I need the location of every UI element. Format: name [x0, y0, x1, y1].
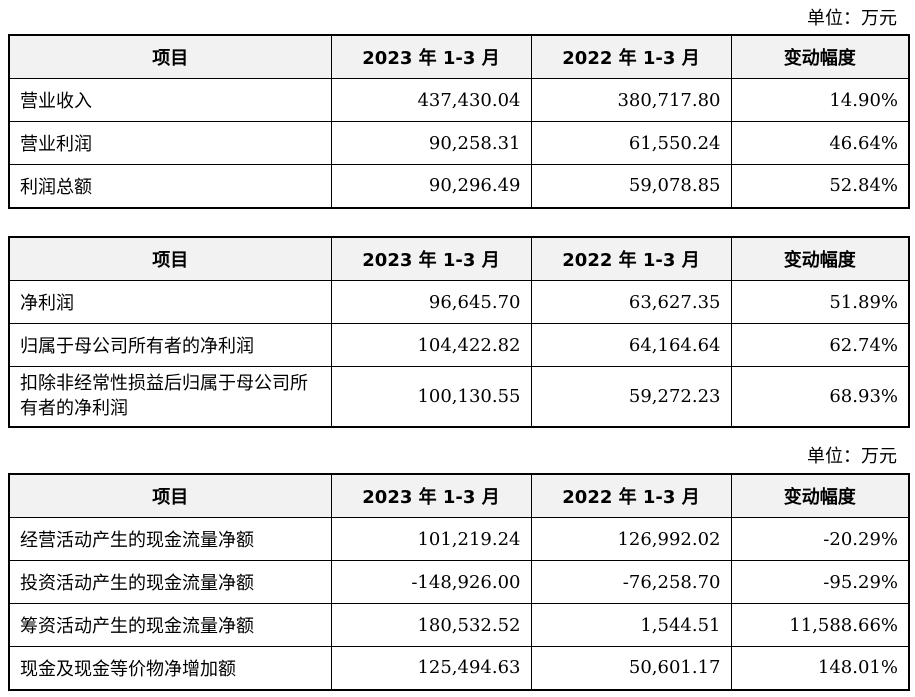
table-row: 营业利润 90,258.31 61,550.24 46.64% — [8, 121, 910, 165]
header-2023: 2023 年 1-3 月 — [330, 34, 532, 79]
value-2023: 90,296.49 — [330, 164, 532, 208]
value-2022: 380,717.80 — [530, 78, 732, 122]
row-label: 归属于母公司所有者的净利润 — [8, 323, 332, 367]
header-2022: 2022 年 1-3 月 — [530, 473, 732, 518]
profit-table: 项目 2023 年 1-3 月 2022 年 1-3 月 变动幅度 净利润 96… — [8, 236, 910, 428]
change-value: 148.01% — [730, 646, 910, 690]
income-table: 项目 2023 年 1-3 月 2022 年 1-3 月 变动幅度 营业收入 4… — [8, 34, 910, 209]
value-2023: 437,430.04 — [330, 78, 532, 122]
row-label: 利润总额 — [8, 164, 332, 208]
row-label: 净利润 — [8, 280, 332, 324]
value-2022: -76,258.70 — [530, 560, 732, 604]
table-row: 扣除非经常性损益后归属于母公司所有者的净利润 100,130.55 59,272… — [8, 366, 910, 427]
row-label: 经营活动产生的现金流量净额 — [8, 517, 332, 561]
header-change: 变动幅度 — [730, 34, 910, 79]
value-2023: 96,645.70 — [330, 280, 532, 324]
cashflow-table: 项目 2023 年 1-3 月 2022 年 1-3 月 变动幅度 经营活动产生… — [8, 473, 910, 691]
change-value: -20.29% — [730, 517, 910, 561]
header-2022: 2022 年 1-3 月 — [530, 236, 732, 281]
header-item: 项目 — [8, 34, 332, 79]
value-2022: 59,272.23 — [530, 366, 732, 427]
unit-label: 单位：万元 — [807, 446, 897, 467]
row-label: 营业收入 — [8, 78, 332, 122]
header-item: 项目 — [8, 236, 332, 281]
table-row: 现金及现金等价物净增加额 125,494.63 50,601.17 148.01… — [8, 646, 910, 690]
change-value: 51.89% — [730, 280, 910, 324]
change-value: 68.93% — [730, 366, 910, 427]
row-label: 营业利润 — [8, 121, 332, 165]
value-2022: 61,550.24 — [530, 121, 732, 165]
unit-label: 单位：万元 — [807, 8, 897, 29]
table-row: 筹资活动产生的现金流量净额 180,532.52 1,544.51 11,588… — [8, 603, 910, 647]
header-row: 项目 2023 年 1-3 月 2022 年 1-3 月 变动幅度 — [8, 34, 910, 79]
value-2022: 126,992.02 — [530, 517, 732, 561]
change-value: 46.64% — [730, 121, 910, 165]
value-2023: 101,219.24 — [330, 517, 532, 561]
value-2023: 104,422.82 — [330, 323, 532, 367]
table-row: 营业收入 437,430.04 380,717.80 14.90% — [8, 78, 910, 122]
table-row: 经营活动产生的现金流量净额 101,219.24 126,992.02 -20.… — [8, 517, 910, 561]
header-change: 变动幅度 — [730, 473, 910, 518]
header-2022: 2022 年 1-3 月 — [530, 34, 732, 79]
value-2023: -148,926.00 — [330, 560, 532, 604]
header-row: 项目 2023 年 1-3 月 2022 年 1-3 月 变动幅度 — [8, 473, 910, 518]
value-2022: 50,601.17 — [530, 646, 732, 690]
header-2023: 2023 年 1-3 月 — [330, 236, 532, 281]
value-2022: 1,544.51 — [530, 603, 732, 647]
header-change: 变动幅度 — [730, 236, 910, 281]
change-value: -95.29% — [730, 560, 910, 604]
table-row: 净利润 96,645.70 63,627.35 51.89% — [8, 280, 910, 324]
header-2023: 2023 年 1-3 月 — [330, 473, 532, 518]
change-value: 14.90% — [730, 78, 910, 122]
change-value: 62.74% — [730, 323, 910, 367]
change-value: 11,588.66% — [730, 603, 910, 647]
table-row: 归属于母公司所有者的净利润 104,422.82 64,164.64 62.74… — [8, 323, 910, 367]
value-2022: 63,627.35 — [530, 280, 732, 324]
change-value: 52.84% — [730, 164, 910, 208]
row-label: 扣除非经常性损益后归属于母公司所有者的净利润 — [8, 366, 332, 427]
value-2023: 125,494.63 — [330, 646, 532, 690]
table-row: 投资活动产生的现金流量净额 -148,926.00 -76,258.70 -95… — [8, 560, 910, 604]
row-label: 筹资活动产生的现金流量净额 — [8, 603, 332, 647]
value-2023: 100,130.55 — [330, 366, 532, 427]
header-item: 项目 — [8, 473, 332, 518]
value-2023: 90,258.31 — [330, 121, 532, 165]
value-2023: 180,532.52 — [330, 603, 532, 647]
row-label: 投资活动产生的现金流量净额 — [8, 560, 332, 604]
value-2022: 59,078.85 — [530, 164, 732, 208]
table-row: 利润总额 90,296.49 59,078.85 52.84% — [8, 164, 910, 208]
value-2022: 64,164.64 — [530, 323, 732, 367]
row-label: 现金及现金等价物净增加额 — [8, 646, 332, 690]
header-row: 项目 2023 年 1-3 月 2022 年 1-3 月 变动幅度 — [8, 236, 910, 281]
